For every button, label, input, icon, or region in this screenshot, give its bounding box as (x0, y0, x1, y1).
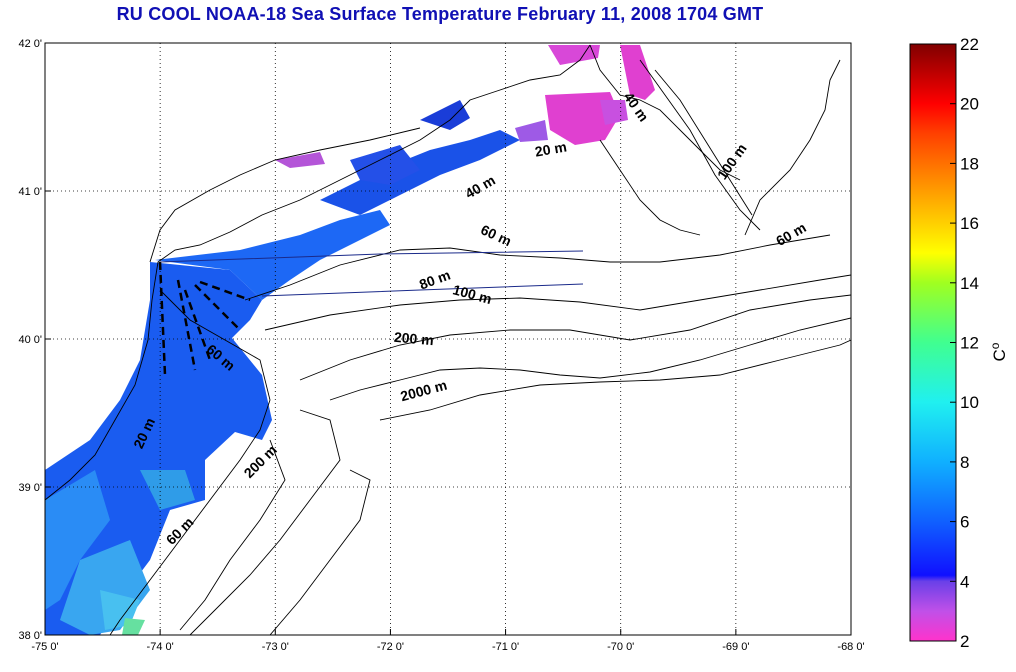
lat-tick-label: 39 0' (18, 482, 42, 494)
sst-data-layer (45, 45, 655, 635)
isobath-label: 60 m (478, 221, 514, 249)
colorbar-tick-label: 20 (960, 95, 979, 114)
isobath-label: 60 m (163, 514, 197, 548)
colorbar-tick-label: 10 (960, 393, 979, 412)
isobath-label: 100 m (451, 281, 493, 307)
isobath-label: 200 m (241, 442, 280, 481)
colorbar-tick-label: 4 (960, 572, 969, 591)
graticule (45, 43, 851, 635)
lon-tick-label: -70 0' (607, 641, 634, 653)
colorbar-tick-label: 14 (960, 274, 979, 293)
isobath-label: 40 m (462, 172, 498, 202)
lat-tick-label: 38 0' (18, 630, 42, 642)
lat-tick-label: 42 0' (18, 38, 42, 50)
colorbar-tick-label: 18 (960, 154, 979, 173)
colorbar-tick-label: 2 (960, 632, 969, 651)
colorbar-tick-label: 8 (960, 453, 969, 472)
map-axes: -75 0' -74 0' -73 0' -72 0' -71 0' -70 0' -69 … (18, 38, 864, 653)
colorbar-tick-label: 22 (960, 35, 979, 54)
isobath-label: 60 m (773, 219, 809, 249)
lat-tick-label: 40 0' (18, 334, 42, 346)
lon-tick-label: -68 0' (837, 641, 864, 653)
lon-tick-label: -74 0' (147, 641, 174, 653)
colorbar-ticks: 22 20 18 16 14 12 10 8 6 4 2 (950, 35, 979, 651)
colorbar-tick-label: 6 (960, 513, 969, 532)
lon-tick-label: -73 0' (262, 641, 289, 653)
lon-tick-label: -72 0' (377, 641, 404, 653)
lon-tick-label: -75 0' (31, 641, 58, 653)
isobath-label: 200 m (393, 329, 434, 348)
map-title: RU COOL NOAA-18 Sea Surface Temperature … (116, 4, 764, 24)
lat-tick-label: 41 0' (18, 186, 42, 198)
colorbar-unit: Co (988, 342, 1009, 361)
colorbar-scale (909, 43, 957, 642)
colorbar-tick-label: 16 (960, 214, 979, 233)
colorbar-tick-label: 12 (960, 334, 979, 353)
isobath-label: 20 m (534, 138, 568, 159)
isobath-label: 2000 m (399, 377, 449, 405)
bathymetry-contours (45, 44, 851, 635)
colorbar: 22 20 18 16 14 12 10 8 6 4 2 Co (909, 35, 1009, 651)
lon-tick-label: -71 0' (492, 641, 519, 653)
lon-tick-label: -69 0' (722, 641, 749, 653)
